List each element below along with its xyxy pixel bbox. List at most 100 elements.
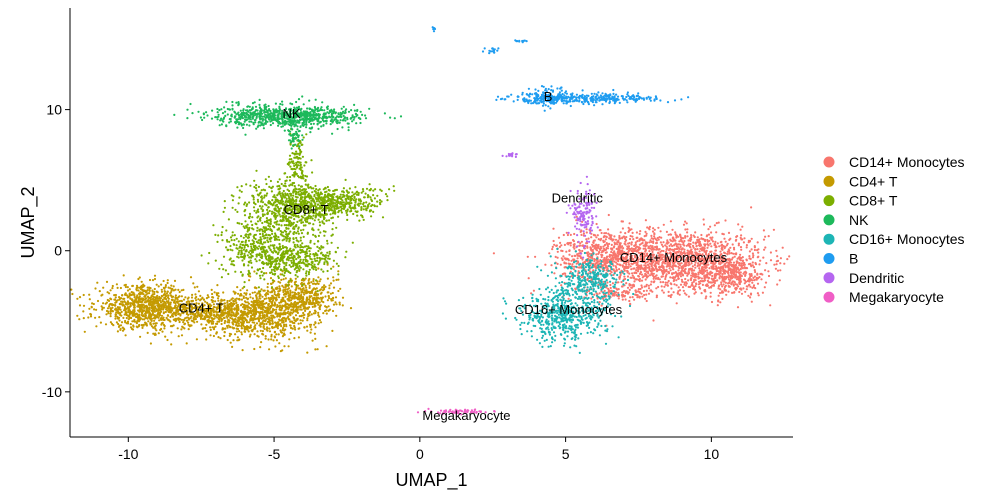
data-point — [102, 302, 105, 305]
data-point — [706, 260, 709, 263]
data-point — [312, 312, 316, 315]
data-point — [740, 248, 743, 251]
data-point — [710, 255, 714, 259]
data-point — [253, 300, 256, 303]
data-point — [635, 258, 638, 262]
data-point — [624, 257, 627, 260]
data-point — [238, 324, 241, 327]
data-point — [139, 300, 142, 304]
data-point — [318, 297, 321, 300]
data-point — [308, 296, 311, 299]
data-point — [648, 250, 651, 253]
data-point — [146, 309, 149, 312]
data-point — [684, 228, 687, 231]
data-point — [247, 312, 250, 315]
data-point — [643, 258, 646, 261]
data-point — [78, 318, 81, 321]
data-point — [309, 325, 312, 328]
data-point — [287, 315, 290, 318]
data-point — [685, 257, 689, 260]
data-point — [651, 250, 654, 254]
data-point — [697, 271, 700, 274]
data-point — [231, 345, 234, 348]
data-point — [151, 293, 154, 296]
data-point — [312, 279, 315, 283]
data-point — [750, 300, 753, 303]
data-point — [78, 304, 82, 307]
data-point — [317, 314, 320, 317]
data-point — [710, 277, 713, 280]
data-point — [691, 281, 694, 284]
data-point — [727, 268, 731, 271]
data-point — [599, 245, 602, 248]
data-point — [341, 296, 345, 299]
data-point — [306, 329, 309, 332]
data-point — [728, 285, 731, 288]
data-point — [639, 247, 642, 250]
data-point — [262, 289, 265, 292]
data-point — [126, 303, 130, 306]
data-point — [200, 323, 203, 326]
data-point — [157, 305, 160, 308]
data-point — [704, 264, 707, 267]
data-point — [679, 233, 682, 236]
data-point — [255, 294, 258, 297]
data-point — [290, 296, 294, 299]
data-point — [325, 345, 328, 348]
data-point — [662, 223, 665, 226]
data-point — [646, 252, 649, 255]
data-point — [289, 314, 292, 317]
data-point — [620, 256, 623, 259]
data-point — [655, 274, 658, 277]
data-point — [748, 273, 751, 276]
data-point — [122, 304, 125, 307]
data-point — [660, 258, 664, 261]
data-point — [162, 307, 165, 310]
data-point — [142, 303, 145, 306]
data-point — [246, 314, 249, 317]
data-point — [636, 294, 639, 297]
data-point — [717, 294, 720, 297]
data-point — [586, 242, 589, 245]
data-point — [685, 293, 688, 296]
data-point — [235, 301, 238, 304]
data-point — [527, 277, 530, 280]
data-point — [686, 228, 689, 231]
data-point — [89, 315, 93, 318]
data-point — [715, 231, 718, 234]
data-point — [745, 288, 748, 291]
data-point — [717, 299, 720, 302]
data-point — [662, 249, 665, 253]
data-point — [631, 296, 634, 299]
data-point — [109, 310, 112, 313]
data-point — [650, 280, 653, 283]
data-point — [313, 219, 316, 222]
data-point — [303, 326, 306, 329]
data-point — [626, 290, 629, 293]
data-point — [148, 278, 152, 282]
data-point — [716, 270, 720, 273]
data-point — [652, 281, 655, 284]
data-point — [716, 242, 719, 245]
data-point — [611, 294, 614, 297]
data-point — [704, 270, 707, 273]
data-point — [660, 285, 663, 288]
data-point — [628, 288, 631, 291]
data-point — [273, 330, 277, 333]
data-point — [312, 302, 315, 305]
data-point — [741, 238, 744, 241]
data-point — [654, 264, 657, 267]
data-point — [598, 251, 601, 254]
data-point — [697, 273, 700, 276]
data-point — [262, 314, 265, 317]
data-point — [601, 249, 604, 252]
data-point — [167, 318, 170, 321]
data-point — [693, 278, 696, 282]
data-point — [615, 293, 618, 297]
data-point — [302, 297, 305, 300]
data-point — [631, 235, 634, 238]
data-point — [650, 272, 654, 275]
data-point — [125, 294, 129, 297]
data-point — [274, 311, 277, 314]
data-point — [130, 316, 133, 320]
